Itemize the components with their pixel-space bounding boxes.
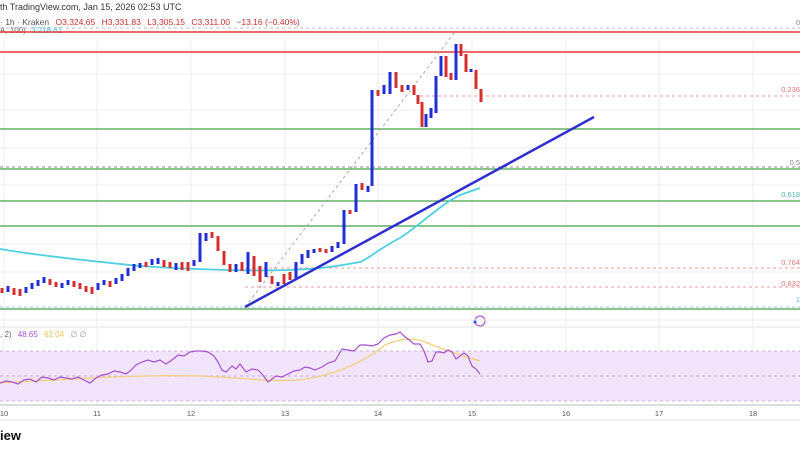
fib-label-0618: 0.618 xyxy=(781,190,800,199)
rsi-ma-value: 62.04 xyxy=(44,330,65,339)
open-value: O3,324.65 xyxy=(55,17,96,27)
fib-diagonal xyxy=(244,31,456,308)
lightning-event-icon[interactable] xyxy=(474,315,486,327)
support-lines xyxy=(0,128,800,310)
fib-label-05: 0.5 xyxy=(789,158,800,167)
fib-levels xyxy=(0,27,800,308)
rsi-value: 48.65 xyxy=(17,330,38,339)
x-tick-16: 16 xyxy=(561,409,571,418)
x-tick-13: 13 xyxy=(280,409,290,418)
event-dot-icon xyxy=(473,320,477,324)
x-tick-10: 10 xyxy=(0,409,9,418)
rsi-ma-line xyxy=(0,338,481,384)
fib-label-0: 0 xyxy=(795,18,800,27)
ohlc-legend: · 1h · Kraken O3,324.65 H3,331.83 L3,305… xyxy=(0,17,300,27)
grid xyxy=(0,40,800,405)
fib-label-0236: 0.236 xyxy=(781,85,800,94)
fib-label-0832: 0.832 xyxy=(781,279,800,288)
close-value: C3,311.00 xyxy=(191,17,231,27)
low-value: L3,305.15 xyxy=(147,17,186,27)
moving-average-line xyxy=(0,187,481,272)
x-tick-12: 12 xyxy=(186,409,196,418)
x-tick-14: 14 xyxy=(373,409,383,418)
ma-legend: A, 100) 3,218.61 xyxy=(0,26,62,35)
rsi-label: , 2) xyxy=(0,330,12,339)
rsi-line xyxy=(0,331,481,385)
ascending-trendline[interactable] xyxy=(244,115,595,309)
rsi-legend: , 2) 48.65 62.04 ∅ ∅ xyxy=(0,330,87,339)
chart-publish-info: th TradingView.com, Jan 15, 2026 02:53 U… xyxy=(0,2,182,12)
resistance-lines xyxy=(0,31,800,53)
change-value: −13.16 (−0.40%) xyxy=(236,17,300,27)
x-tick-17: 17 xyxy=(654,409,664,418)
high-value: H3,331.83 xyxy=(101,17,141,27)
fib-label-0764: 0.764 xyxy=(781,258,800,267)
ma-label: A, 100) xyxy=(0,26,26,35)
candles xyxy=(0,44,483,296)
x-tick-18: 18 xyxy=(748,409,758,418)
ma-value: 3,218.61 xyxy=(31,26,63,35)
x-tick-15: 15 xyxy=(467,409,477,418)
tradingview-logo: iew xyxy=(0,428,21,443)
symbol-interval: · 1h · Kraken xyxy=(0,17,50,27)
x-tick-11: 11 xyxy=(93,409,101,418)
rsi-extra: ∅ ∅ xyxy=(70,330,87,339)
fib-label-1: 1 xyxy=(795,295,800,304)
